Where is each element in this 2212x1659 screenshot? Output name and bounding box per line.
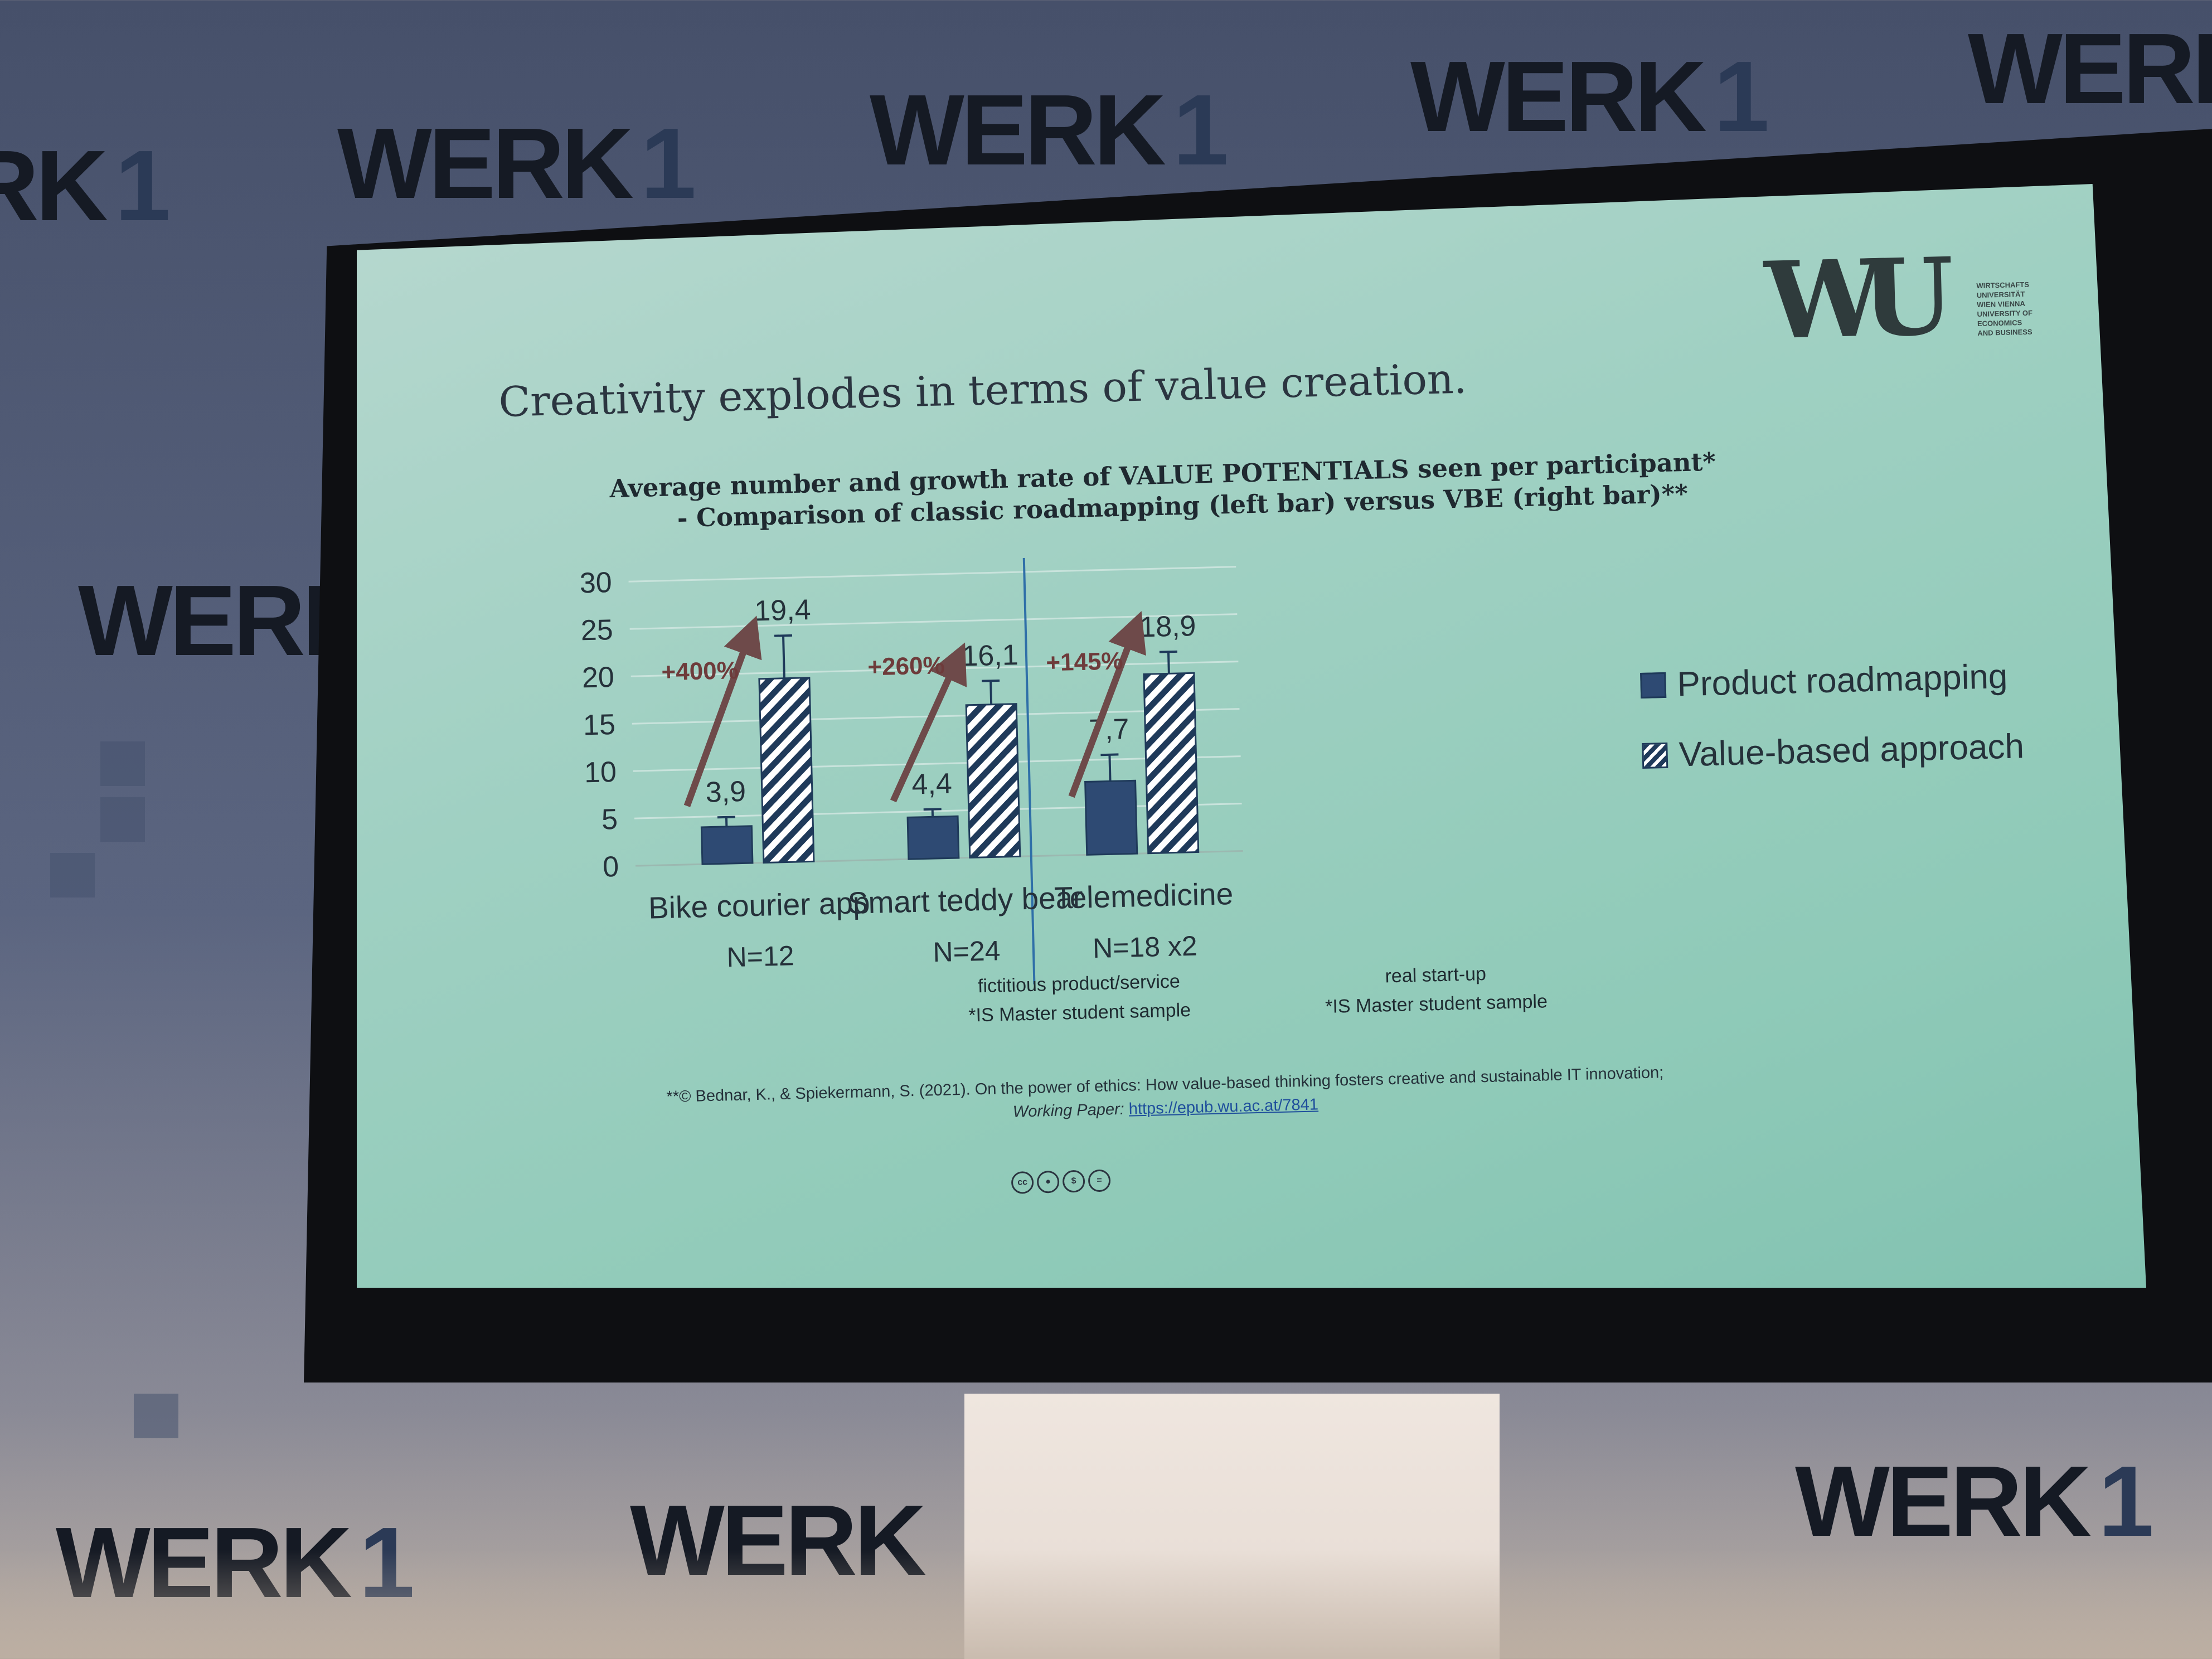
bar-value-based-2: [1143, 672, 1200, 855]
nc-icon: $: [1062, 1170, 1085, 1193]
group-divider: [1022, 557, 1036, 984]
sample-size-label: N=24: [933, 935, 1001, 968]
legend-swatch-hatched: [1642, 742, 1668, 769]
growth-arrow: [1068, 611, 1146, 798]
x-category-label: Smart teddy bear: [847, 880, 1083, 920]
growth-arrow: [890, 642, 967, 803]
data-label: 4,4: [911, 768, 953, 801]
data-label: 16,1: [962, 639, 1019, 672]
data-label: 18,9: [1139, 610, 1197, 643]
sample-size-label: N=12: [726, 940, 794, 973]
y-tick-label: 25: [580, 614, 613, 647]
chart-legend: Product roadmapping Value-based approach: [1640, 656, 2025, 806]
gridline: [633, 755, 1241, 772]
legend-item-value-based: Value-based approach: [1642, 726, 2025, 775]
backdrop-pattern: [100, 741, 145, 786]
backdrop-logo: WERKRK1: [0, 130, 171, 242]
growth-label: +400%: [661, 657, 739, 686]
legend-label: Product roadmapping: [1676, 657, 2009, 704]
legend-swatch-solid: [1640, 672, 1667, 698]
backdrop-logo: WERK: [1968, 13, 2212, 125]
x-category-label: Bike courier app: [648, 885, 870, 925]
y-tick-label: 10: [584, 756, 617, 789]
y-tick-label: 30: [579, 566, 612, 599]
note-real-startup: real start-up *IS Master student sample: [1325, 963, 1548, 1017]
y-tick-label: 20: [581, 661, 614, 694]
legend-label: Value-based approach: [1678, 727, 2025, 774]
gridline: [632, 708, 1240, 725]
floor: [0, 1550, 2212, 1659]
y-tick-label: 5: [601, 803, 618, 836]
cc-icon: cc: [1011, 1171, 1034, 1194]
error-bar: [1108, 754, 1112, 782]
error-bar-cap: [1100, 753, 1119, 756]
x-category-label: Telemedicine: [1054, 876, 1233, 915]
data-label: 3,9: [705, 775, 746, 809]
bar-value-based-0: [758, 677, 815, 864]
backdrop-pattern: [100, 797, 145, 842]
growth-arrow: [683, 615, 762, 807]
error-bar: [1167, 652, 1170, 674]
y-tick-label: 15: [583, 709, 615, 741]
backdrop-pattern: [134, 1394, 178, 1438]
projected-slide: WU WIRTSCHAFTS UNIVERSITÄT WIEN VIENNA U…: [357, 184, 2146, 1288]
gridline: [634, 803, 1242, 819]
sample-size-label: N=18 x2: [1092, 930, 1197, 964]
nd-icon: =: [1088, 1169, 1111, 1192]
citation-link[interactable]: https://epub.wu.ac.at/7841: [1128, 1095, 1319, 1118]
bar-product-roadmapping-2: [1084, 779, 1138, 856]
note-fictitious: fictitious product/service *IS Master st…: [968, 971, 1191, 1026]
bar-value-based-1: [965, 703, 1021, 859]
backdrop-pattern: [50, 853, 95, 898]
y-tick-label: 0: [602, 851, 619, 884]
error-bar: [782, 636, 785, 678]
bar-product-roadmapping-1: [906, 815, 960, 860]
license-badge: cc ● $ =: [1011, 1169, 1111, 1194]
gridline: [628, 566, 1236, 583]
growth-label: +260%: [867, 652, 945, 681]
by-icon: ●: [1036, 1170, 1060, 1194]
bar-product-roadmapping-0: [700, 825, 754, 865]
growth-label: +145%: [1046, 647, 1123, 676]
data-label: 19,4: [754, 594, 812, 627]
